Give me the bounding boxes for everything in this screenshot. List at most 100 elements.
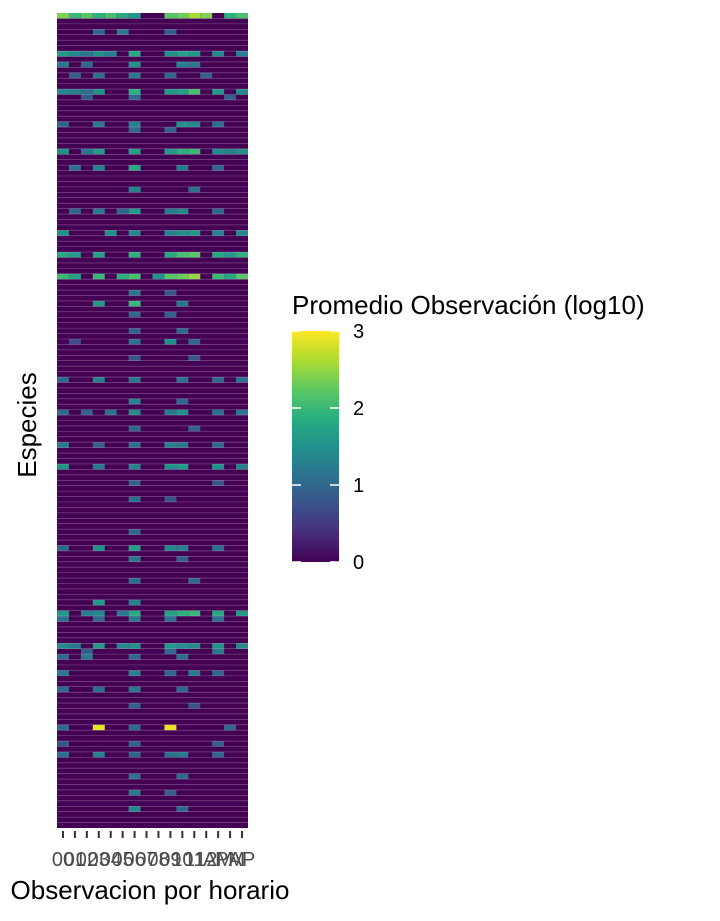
heatmap-cell	[128, 425, 141, 432]
heatmap-cell	[92, 300, 105, 307]
heatmap-cell	[80, 61, 93, 68]
heatmap-cell	[164, 252, 177, 258]
heatmap-cell	[128, 355, 141, 361]
heatmap-cell	[176, 686, 189, 693]
heatmap-cell	[164, 610, 177, 617]
heatmap-cell	[128, 208, 141, 215]
heatmap-cell	[164, 29, 177, 35]
heatmap-cell	[68, 13, 81, 19]
heatmap-cell	[128, 545, 141, 551]
heatmap-cell	[92, 29, 105, 35]
heatmap-cell	[164, 496, 177, 502]
heatmap-cell	[128, 148, 141, 155]
heatmap-cell	[164, 89, 177, 95]
heatmap-cell	[92, 545, 105, 551]
heatmap-cell	[128, 670, 141, 676]
heatmap-cell	[164, 751, 177, 758]
heatmap-cell	[200, 72, 213, 79]
heatmap-cell	[57, 51, 69, 57]
heatmap-cell	[128, 686, 141, 693]
heatmap-cell	[68, 165, 81, 171]
heatmap-cell	[92, 442, 105, 448]
heatmap-cell	[128, 51, 141, 57]
x-tick-label: 07	[135, 849, 157, 871]
x-tick-label: 09	[159, 849, 181, 871]
heatmap-cell	[128, 377, 141, 383]
heatmap-cell	[224, 13, 237, 19]
x-tick-label: 12	[195, 849, 217, 871]
heatmap-cell	[176, 773, 189, 780]
heatmap-cell	[92, 273, 105, 280]
heatmap-cell	[57, 741, 69, 747]
heatmap-cell	[236, 252, 248, 258]
heatmap-cell	[176, 556, 189, 562]
x-tick-label: PM	[215, 849, 245, 871]
heatmap-cell	[80, 648, 93, 655]
heatmap-cell	[128, 290, 141, 296]
heatmap-cell	[164, 230, 177, 236]
heatmap-cell	[236, 51, 248, 57]
heatmap-cell	[128, 89, 141, 95]
x-tick-label: 04	[100, 849, 122, 871]
heatmap-cell	[236, 13, 248, 19]
heatmap-cell	[128, 127, 141, 133]
heatmap-cell	[92, 377, 105, 383]
heatmap-cell	[164, 72, 177, 79]
heatmap-cell	[57, 273, 69, 280]
heatmap-cell	[128, 654, 141, 660]
y-axis-title: Especies	[12, 372, 42, 478]
x-tick-label: 01	[64, 849, 86, 871]
heatmap-cell	[128, 643, 141, 649]
heatmap-cell	[212, 165, 225, 171]
heatmap-cell	[188, 578, 201, 584]
heatmap-cell	[212, 89, 225, 95]
x-tick-label: 08	[147, 849, 169, 871]
heatmap-cell	[128, 328, 141, 334]
x-tick-label: 06	[123, 849, 145, 871]
heatmap-cell	[57, 89, 69, 95]
heatmap-cell	[92, 121, 105, 128]
heatmap-cell	[128, 616, 141, 622]
heatmap-cell	[57, 230, 69, 236]
heatmap-cell	[212, 377, 225, 383]
heatmap-cell	[188, 670, 201, 676]
heatmap-cell	[128, 463, 141, 470]
heatmap-cell	[176, 13, 189, 19]
heatmap-cell	[176, 252, 189, 258]
heatmap-cell	[212, 273, 225, 280]
heatmap-cell	[164, 648, 177, 655]
heatmap-cell	[212, 610, 225, 617]
heatmap-panel	[57, 13, 248, 828]
heatmap-cell	[164, 670, 177, 676]
heatmap-cell	[164, 13, 177, 19]
heatmap-cell	[68, 339, 81, 345]
heatmap-cell	[128, 339, 141, 345]
heatmap-cell	[236, 230, 248, 236]
x-tick-label: 11	[184, 849, 205, 871]
heatmap-cell	[164, 290, 177, 296]
x-tick-label: 10	[171, 849, 193, 871]
heatmap-cell	[92, 751, 105, 758]
heatmap-cell	[212, 409, 225, 416]
heatmap-cell	[212, 51, 225, 57]
heatmap-cell	[80, 13, 93, 19]
heatmap-cell	[188, 121, 201, 128]
heatmap-cell	[116, 610, 129, 617]
heatmap-cell	[128, 72, 141, 79]
legend-tick-label: 1	[353, 475, 364, 497]
heatmap-cell	[92, 724, 105, 731]
heatmap-cell	[176, 806, 189, 812]
heatmap-cell	[188, 148, 201, 155]
heatmap-cell	[188, 643, 201, 649]
heatmap-cell	[236, 377, 248, 383]
heatmap-cell	[116, 208, 129, 215]
legend-tick-label: 2	[353, 398, 364, 420]
heatmap-cell	[128, 252, 141, 258]
heatmap-cell	[57, 252, 69, 258]
heatmap-cell	[164, 724, 177, 731]
heatmap-cell	[224, 252, 237, 258]
heatmap-cell	[116, 13, 129, 19]
heatmap-cell	[104, 230, 117, 236]
